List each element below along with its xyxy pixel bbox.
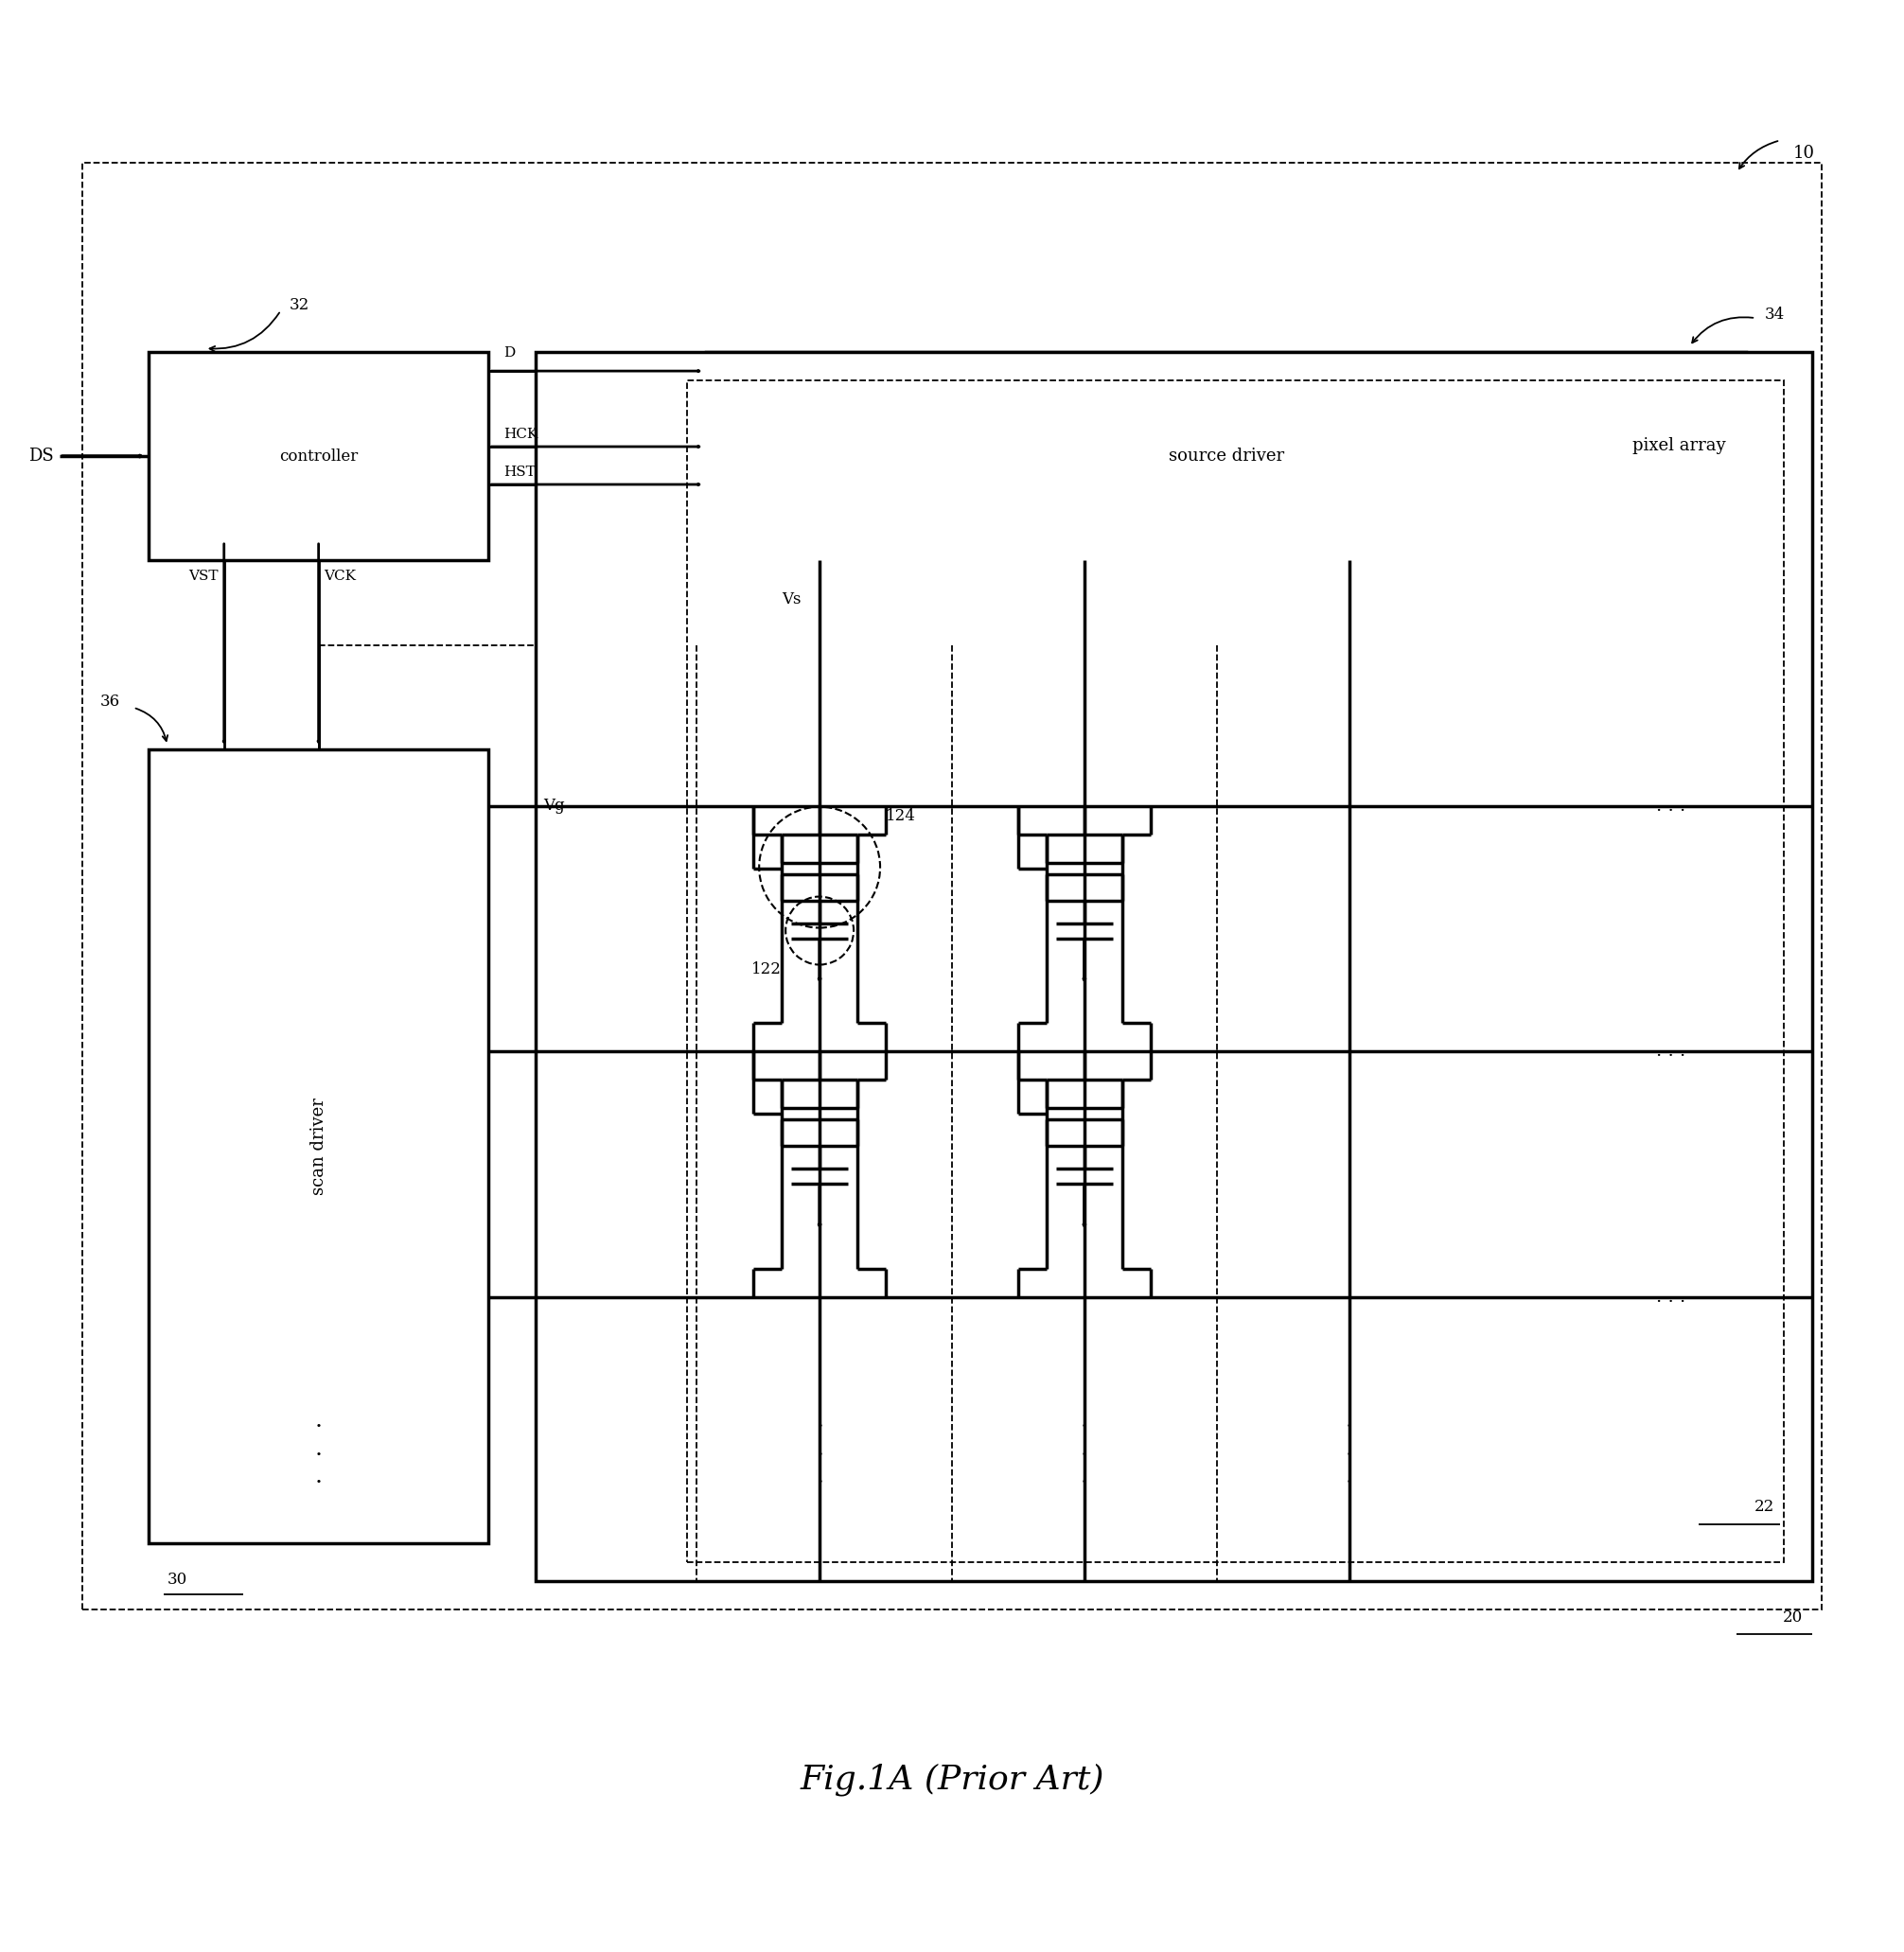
Text: .: . [815, 1439, 823, 1460]
Text: .: . [1346, 1409, 1354, 1431]
Text: .: . [1346, 1466, 1354, 1487]
Bar [149, 351, 489, 560]
Bar [149, 750, 489, 1544]
Text: DS: DS [29, 447, 53, 465]
Text: 30: 30 [168, 1571, 187, 1587]
Text: source driver: source driver [1169, 447, 1283, 465]
Text: .: . [1081, 1409, 1089, 1431]
Text: scan driver: scan driver [310, 1097, 327, 1195]
Text: . . .: . . . [1656, 796, 1685, 814]
Text: .: . [815, 1466, 823, 1487]
Text: .: . [1346, 1439, 1354, 1460]
Text: 124: 124 [885, 808, 916, 824]
Text: VST: VST [188, 570, 219, 584]
Text: 22: 22 [1754, 1499, 1775, 1515]
Text: . . .: . . . [1656, 1042, 1685, 1060]
Text: pixel array: pixel array [1634, 437, 1727, 455]
Text: Fig.1A (Prior Art): Fig.1A (Prior Art) [800, 1763, 1104, 1796]
Text: 20: 20 [1782, 1608, 1803, 1626]
Text: controller: controller [280, 449, 358, 465]
Text: Vg: Vg [543, 798, 564, 814]
Bar [82, 164, 1822, 1608]
Text: D: D [505, 346, 516, 359]
Text: 32: 32 [289, 297, 310, 312]
Text: . . .: . . . [1656, 1288, 1685, 1306]
Bar [537, 351, 1813, 1581]
Text: HST: HST [505, 465, 535, 478]
Text: HCK: HCK [505, 427, 539, 441]
Bar [687, 381, 1784, 1562]
Text: 10: 10 [1794, 144, 1815, 162]
Text: .: . [314, 1466, 322, 1487]
Text: 36: 36 [101, 693, 120, 711]
Text: .: . [1081, 1439, 1089, 1460]
Text: .: . [314, 1439, 322, 1460]
Text: .: . [815, 1409, 823, 1431]
Text: .: . [314, 1409, 322, 1431]
Text: 122: 122 [752, 960, 783, 976]
Text: .: . [1081, 1466, 1089, 1487]
Text: VCK: VCK [324, 570, 356, 584]
Text: 34: 34 [1765, 306, 1786, 322]
Text: Vs: Vs [783, 591, 802, 607]
Bar [706, 351, 1746, 560]
